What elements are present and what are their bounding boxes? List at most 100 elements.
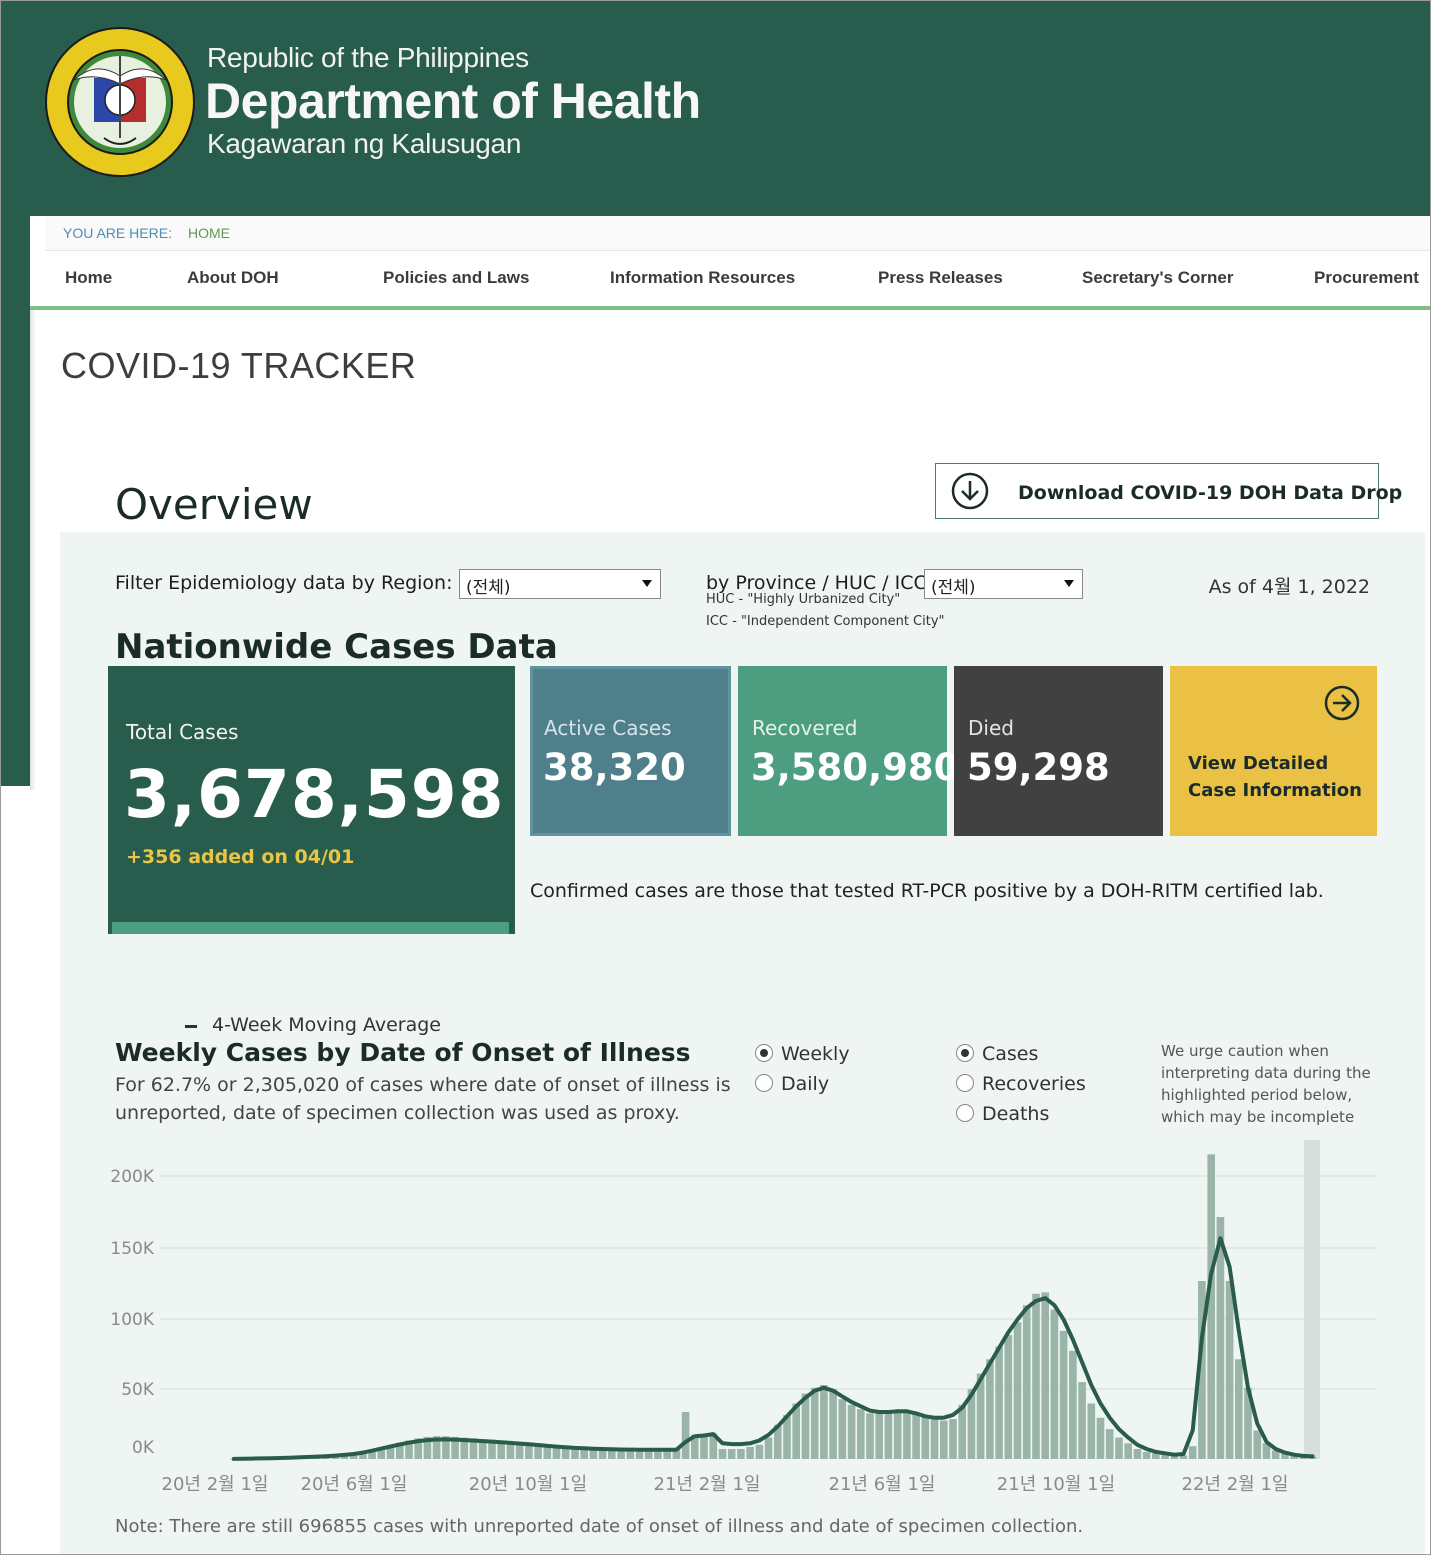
chart-bar <box>1281 1454 1289 1459</box>
header-banner <box>0 0 1431 216</box>
view-detailed-case-info-button[interactable]: View Detailed Case Information <box>1170 666 1377 836</box>
x-tick-label: 22년 2월 1일 <box>1182 1474 1289 1495</box>
chart-bar <box>810 1387 819 1459</box>
nav-policies-and-laws[interactable]: Policies and Laws <box>383 268 530 287</box>
chart-bar <box>903 1410 911 1459</box>
huc-note: HUC - "Highly Urbanized City" <box>706 592 901 607</box>
radio-weekly-label: Weekly <box>781 1043 850 1065</box>
chart-bar <box>571 1446 579 1459</box>
chart-bar <box>478 1439 487 1459</box>
header-kagawaran-text: Kagawaran ng Kalusugan <box>207 128 522 159</box>
chart-bar <box>792 1403 800 1459</box>
chart-bar <box>866 1413 874 1459</box>
radio-recoveries[interactable]: Recoveries <box>956 1073 1086 1095</box>
chart-bar <box>423 1436 432 1459</box>
chart-bar <box>958 1404 966 1459</box>
region-filter-select[interactable]: (전체) <box>459 569 661 599</box>
y-tick-label: 100K <box>110 1310 154 1330</box>
chart-bar <box>1271 1450 1280 1459</box>
nav-about-doh[interactable]: About DOH <box>187 268 279 287</box>
chart-bar <box>847 1404 856 1459</box>
chevron-down-icon <box>1064 580 1074 587</box>
radio-weekly[interactable]: Weekly <box>755 1043 850 1065</box>
chart-bar <box>774 1424 782 1459</box>
chart-bar <box>1253 1430 1262 1459</box>
chart-bar <box>663 1449 671 1459</box>
chart-bar <box>746 1446 754 1459</box>
circle-arrow-right-icon <box>1324 685 1360 721</box>
chevron-down-icon <box>642 580 652 587</box>
chart-bar <box>820 1385 828 1459</box>
chart-bar <box>644 1449 653 1459</box>
chart-bar <box>349 1454 358 1459</box>
chart-bar <box>1198 1281 1206 1459</box>
radio-deaths[interactable]: Deaths <box>956 1103 1049 1125</box>
chart-bar <box>515 1441 524 1459</box>
chart-bar <box>1262 1443 1271 1459</box>
chart-bar <box>396 1442 404 1459</box>
chart-bar <box>995 1346 1003 1459</box>
chart-bar <box>561 1446 570 1459</box>
chart-bar <box>1152 1453 1160 1459</box>
chart-bar <box>543 1444 552 1459</box>
chart-bar <box>451 1436 459 1459</box>
download-data-drop-button[interactable]: Download COVID-19 DOH Data Drop <box>935 463 1402 519</box>
chart-bar <box>681 1412 690 1459</box>
doh-seal-logo[interactable] <box>44 26 196 178</box>
nav-secretarys-corner[interactable]: Secretary's Corner <box>1082 268 1234 287</box>
chart-bar <box>1142 1451 1151 1459</box>
chart-footnote: Note: There are still 696855 cases with … <box>115 1516 1084 1537</box>
chart-bar <box>1161 1454 1169 1459</box>
radio-daily-label: Daily <box>781 1073 830 1095</box>
breadcrumb-home-link[interactable]: HOME <box>188 225 230 241</box>
chart-bar <box>552 1445 561 1459</box>
chart-bar <box>1105 1429 1114 1459</box>
chart-bar <box>1216 1217 1225 1459</box>
moving-average-line <box>231 1236 1315 1461</box>
chart-bar <box>1004 1335 1013 1459</box>
radio-cases-label: Cases <box>982 1043 1039 1065</box>
chart-bar <box>727 1449 736 1459</box>
nationwide-cases-title: Nationwide Cases Data <box>115 627 558 667</box>
view-detailed-label-line1: View Detailed <box>1188 753 1329 774</box>
chart-bar <box>469 1438 478 1459</box>
chart-bar <box>460 1437 469 1459</box>
region-filter-label: Filter Epidemiology data by Region: <box>115 572 453 594</box>
chart-bar <box>359 1452 367 1459</box>
chart-bar <box>506 1441 515 1459</box>
circle-arrow-down-icon <box>951 472 989 510</box>
nav-press-releases[interactable]: Press Releases <box>878 268 1003 287</box>
x-tick-label: 20년 2월 1일 <box>162 1474 269 1495</box>
chart-bar <box>700 1434 708 1459</box>
chart-bar <box>857 1409 865 1459</box>
chart-bar <box>534 1443 542 1459</box>
chart-bar <box>617 1449 625 1459</box>
x-tick-label: 20년 6월 1일 <box>301 1474 408 1495</box>
chart-bar <box>1013 1322 1022 1459</box>
moving-average-legend-swatch <box>185 1025 197 1028</box>
nav-home[interactable]: Home <box>65 268 113 287</box>
total-cases-card: Total Cases 3,678,598 +356 added on 04/0… <box>108 666 515 934</box>
chart-bar <box>764 1437 773 1459</box>
radio-daily[interactable]: Daily <box>755 1073 829 1095</box>
as-of-date: As of 4월 1, 2022 <box>1208 576 1370 598</box>
chart-bar <box>654 1449 662 1459</box>
recovered-card: Recovered 3,580,980 <box>738 666 959 836</box>
radio-cases[interactable]: Cases <box>956 1043 1038 1065</box>
moving-average-legend-label: 4-Week Moving Average <box>212 1014 441 1036</box>
y-tick-label: 200K <box>110 1167 154 1187</box>
chart-bar <box>1188 1446 1197 1459</box>
chart-bar <box>912 1413 920 1459</box>
weekly-cases-chart: 200K 150K 100K 50K 0K 20년 2월 1일 20년 6월 1일 20년 1… <box>110 1140 1377 1495</box>
chart-bar <box>1244 1387 1252 1459</box>
active-cases-card: Active Cases 38,320 <box>530 666 731 836</box>
chart-bar <box>1041 1292 1049 1459</box>
nav-procurement[interactable]: Procurement <box>1314 268 1419 287</box>
nav-information-resources[interactable]: Information Resources <box>610 268 796 287</box>
chart-bar <box>1179 1455 1188 1459</box>
province-filter-select[interactable]: (전체) <box>924 569 1083 599</box>
y-tick-label: 0K <box>132 1438 155 1458</box>
chart-bar <box>1290 1455 1298 1459</box>
x-tick-label: 21년 10월 1일 <box>997 1474 1115 1495</box>
chart-bar <box>598 1448 607 1459</box>
